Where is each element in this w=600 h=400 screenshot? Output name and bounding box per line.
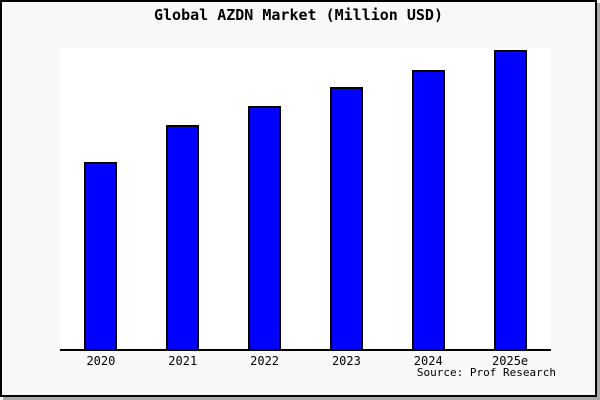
bar-2022: [248, 106, 281, 349]
bar-2021: [166, 125, 199, 349]
bar-2025e: [494, 50, 527, 349]
bar-2020: [84, 162, 117, 349]
x-tick-label-2020: 2020: [86, 354, 116, 368]
bar-2023: [330, 87, 363, 349]
x-tick-label-2025e: 2025e: [492, 354, 529, 368]
chart-title: Global AZDN Market (Million USD): [154, 6, 443, 24]
plot-area: [60, 48, 551, 351]
x-tick-label-2024: 2024: [413, 354, 443, 368]
bar-2024: [412, 70, 445, 349]
x-tick-label-2023: 2023: [331, 354, 361, 368]
x-tick-label-2022: 2022: [250, 354, 280, 368]
x-tick-label-2021: 2021: [168, 354, 198, 368]
source-note: Source: Prof Research: [416, 366, 556, 379]
x-axis-labels: 2020 2021 2022 2023 2024 2025e: [60, 354, 551, 370]
